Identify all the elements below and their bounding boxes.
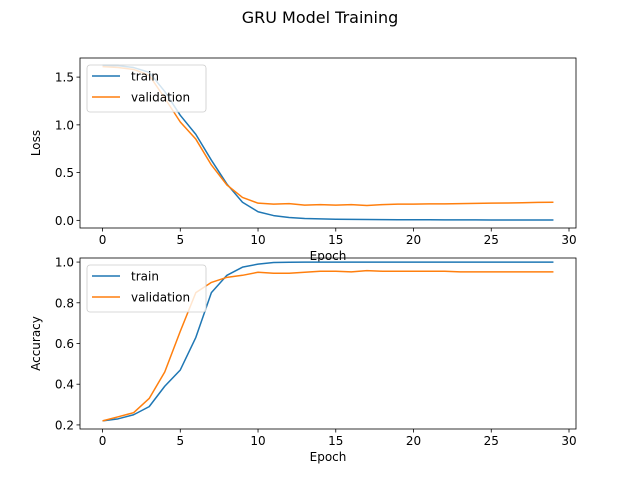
y-tick-label: 0.0 [55, 214, 74, 228]
x-axis-label: Epoch [310, 249, 347, 263]
legend-label: validation [131, 291, 190, 305]
series-line-train [102, 261, 554, 422]
y-tick-label: 1.0 [55, 118, 74, 132]
y-tick-label: 0.4 [55, 378, 74, 392]
figure-title: GRU Model Training [242, 8, 399, 27]
x-tick-label: 25 [484, 233, 499, 247]
x-tick-label: 0 [99, 434, 107, 448]
x-tick-label: 10 [250, 434, 265, 448]
legend-label: validation [131, 91, 190, 105]
x-tick-label: 5 [176, 434, 184, 448]
x-tick-label: 20 [406, 434, 421, 448]
y-tick-label: 0.2 [55, 418, 74, 432]
series-line-validation [102, 65, 554, 207]
y-tick-label: 1.5 [55, 71, 74, 85]
y-tick-label: 0.6 [55, 337, 74, 351]
x-tick-label: 15 [328, 434, 343, 448]
series-line-validation [102, 269, 554, 422]
y-tick-label: 1.0 [55, 256, 74, 270]
axes-frame [79, 57, 577, 229]
x-tick-label: 20 [406, 233, 421, 247]
legend-label: train [131, 270, 159, 284]
x-tick-label: 10 [250, 233, 265, 247]
x-axis-label: Epoch [310, 450, 347, 464]
x-tick-label: 5 [176, 233, 184, 247]
loss-subplot: 0 5 10 15 20 25 30 0.0 0.5 1.0 1.5 Epoch Loss train va… [29, 57, 577, 263]
y-axis-label: Accuracy [29, 316, 43, 371]
accuracy-subplot: 0 5 10 15 20 25 30 0.2 0.4 0.6 0.8 1.0 Epoch Accuracy… [29, 256, 577, 464]
x-tick-label: 25 [484, 434, 499, 448]
x-tick-label: 30 [561, 434, 576, 448]
legend: train validation [86, 64, 207, 113]
y-tick-label: 0.5 [55, 166, 74, 180]
legend: train validation [86, 264, 207, 313]
y-tick-label: 0.8 [55, 296, 74, 310]
y-axis-label: Loss [29, 130, 43, 156]
x-tick-label: 30 [561, 233, 576, 247]
x-tick-label: 0 [99, 233, 107, 247]
x-tick-label: 15 [328, 233, 343, 247]
legend-label: train [131, 70, 159, 84]
